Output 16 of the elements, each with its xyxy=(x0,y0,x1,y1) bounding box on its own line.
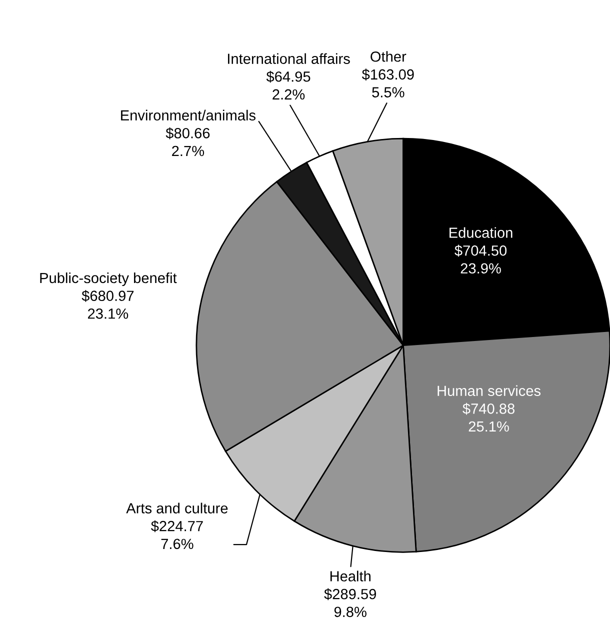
data-label: $163.09 5.5% xyxy=(362,68,414,98)
data-label: $64.95 2.2% xyxy=(266,70,310,100)
data-label: $704.50 23.9% xyxy=(454,244,507,274)
data-label: $80.66 2.7% xyxy=(166,127,210,156)
slice-label: Arts and culture xyxy=(126,502,228,514)
data-label: $740.88 25.1% xyxy=(462,402,515,432)
data-label: $680.97 23.1% xyxy=(82,290,134,319)
slice-label: Education xyxy=(450,227,512,238)
slice-label: Other xyxy=(370,51,406,62)
data-label: $224.77 7.6% xyxy=(151,520,203,550)
slice-label: Environment/animals xyxy=(121,110,256,121)
slice-label: Health xyxy=(330,570,370,582)
slice-label: Human services xyxy=(438,385,541,396)
slice-label: Public-society benefit xyxy=(40,272,177,286)
slice-label: International affairs xyxy=(228,53,350,64)
data-label: $289.59 9.8% xyxy=(324,588,376,618)
